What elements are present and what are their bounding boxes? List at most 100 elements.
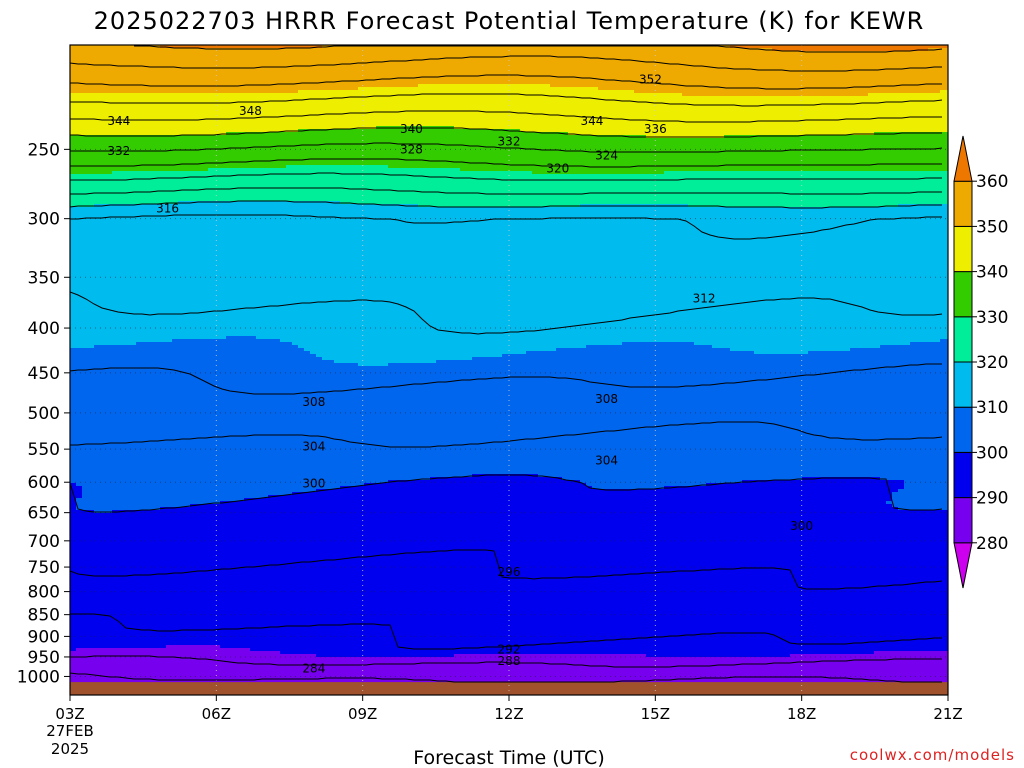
fill-cell xyxy=(316,165,323,202)
fill-cell xyxy=(178,135,185,172)
fill-cell xyxy=(208,48,215,94)
fill-cell xyxy=(538,132,545,175)
fill-cell xyxy=(946,132,948,172)
fill-cell xyxy=(796,96,803,136)
fill-cell xyxy=(838,207,845,352)
fill-cell xyxy=(130,510,137,649)
fill-cell xyxy=(292,132,299,166)
fill-cell xyxy=(88,174,95,208)
fill-cell xyxy=(430,84,437,127)
fill-cell xyxy=(382,204,389,367)
fill-cell xyxy=(94,345,101,514)
fill-cell xyxy=(274,48,281,94)
fill-cell xyxy=(874,45,881,52)
fill-cell xyxy=(610,654,617,694)
fill-cell xyxy=(172,48,179,94)
fill-cell xyxy=(700,486,707,658)
fill-cell xyxy=(496,84,503,130)
fill-cell xyxy=(802,477,809,655)
fill-cell xyxy=(508,474,515,655)
fill-cell xyxy=(490,207,497,358)
credit-text: coolwx.com/models xyxy=(850,746,1015,764)
colorbar-segment xyxy=(953,361,973,408)
fill-cell xyxy=(508,654,515,695)
fill-cell xyxy=(562,654,569,695)
fill-cell xyxy=(670,657,677,694)
fill-cell xyxy=(688,171,695,208)
fill-cell xyxy=(622,45,629,91)
fill-cell xyxy=(862,135,869,172)
fill-cell xyxy=(790,96,797,136)
fill-cell xyxy=(184,507,191,646)
fill-cell xyxy=(820,45,827,52)
fill-cell xyxy=(910,510,917,652)
fill-cell xyxy=(490,129,497,172)
fill-cell xyxy=(280,654,287,694)
fill-cell xyxy=(682,96,689,139)
fill-cell xyxy=(526,207,533,352)
fill-cell xyxy=(784,171,791,208)
fill-cell xyxy=(268,48,275,94)
fill-cell xyxy=(466,477,473,655)
fill-cell xyxy=(760,96,767,136)
fill-cell xyxy=(202,135,209,172)
fill-cell xyxy=(88,45,95,94)
fill-cell xyxy=(256,93,263,133)
fill-cell xyxy=(700,345,707,487)
fill-cell xyxy=(376,45,383,88)
fill-cell xyxy=(664,93,671,139)
fill-cell xyxy=(364,87,371,130)
fill-cell xyxy=(898,489,905,511)
fill-cell xyxy=(808,477,815,655)
fill-cell xyxy=(868,207,875,349)
fill-cell xyxy=(196,93,203,136)
contour-line-296 xyxy=(70,549,943,590)
fill-cell xyxy=(640,342,647,490)
fill-cell xyxy=(376,366,383,484)
fill-cell xyxy=(406,168,413,205)
fill-cell xyxy=(580,654,587,694)
colorbar-segment xyxy=(953,180,973,227)
fill-cell xyxy=(796,207,803,355)
fill-cell xyxy=(532,654,539,695)
fill-cell xyxy=(166,342,173,508)
fill-cell xyxy=(172,171,179,205)
fill-cell xyxy=(784,45,791,52)
fill-cell xyxy=(484,129,491,172)
y-axis: 2503003504004505005506006507007508008509… xyxy=(17,140,70,687)
fill-cell xyxy=(118,45,125,94)
fill-cell xyxy=(610,45,617,91)
fill-cell xyxy=(106,204,113,346)
fill-cell xyxy=(406,657,413,695)
fill-cell xyxy=(916,132,923,172)
fill-cell xyxy=(706,171,713,208)
fill-cell xyxy=(298,165,305,202)
colorbar-label: 280 xyxy=(976,534,1008,554)
fill-cell xyxy=(790,135,797,172)
fill-cell xyxy=(478,84,485,130)
fill-cell xyxy=(916,510,923,652)
fill-cell xyxy=(874,51,881,94)
fill-cell xyxy=(154,648,161,694)
contour-line-352 xyxy=(70,74,942,90)
fill-cell xyxy=(796,45,803,52)
fill-cell xyxy=(748,207,755,352)
fill-cell xyxy=(940,651,947,695)
fill-cell xyxy=(316,90,323,130)
fill-cell xyxy=(688,96,695,139)
fill-cell xyxy=(406,45,413,88)
fill-cell xyxy=(298,654,305,695)
fill-cell xyxy=(136,342,143,511)
fill-cell xyxy=(454,477,461,655)
contour-label: 332 xyxy=(498,135,521,149)
fill-cell xyxy=(448,45,455,85)
fill-cell xyxy=(514,171,521,208)
fill-cell xyxy=(910,93,917,133)
fill-cell xyxy=(508,207,515,355)
fill-cell xyxy=(898,510,905,652)
fill-cell xyxy=(808,51,815,97)
fill-cell xyxy=(580,483,587,655)
fill-cell xyxy=(346,45,353,91)
fill-cell xyxy=(226,93,233,133)
fill-cell xyxy=(634,45,641,94)
